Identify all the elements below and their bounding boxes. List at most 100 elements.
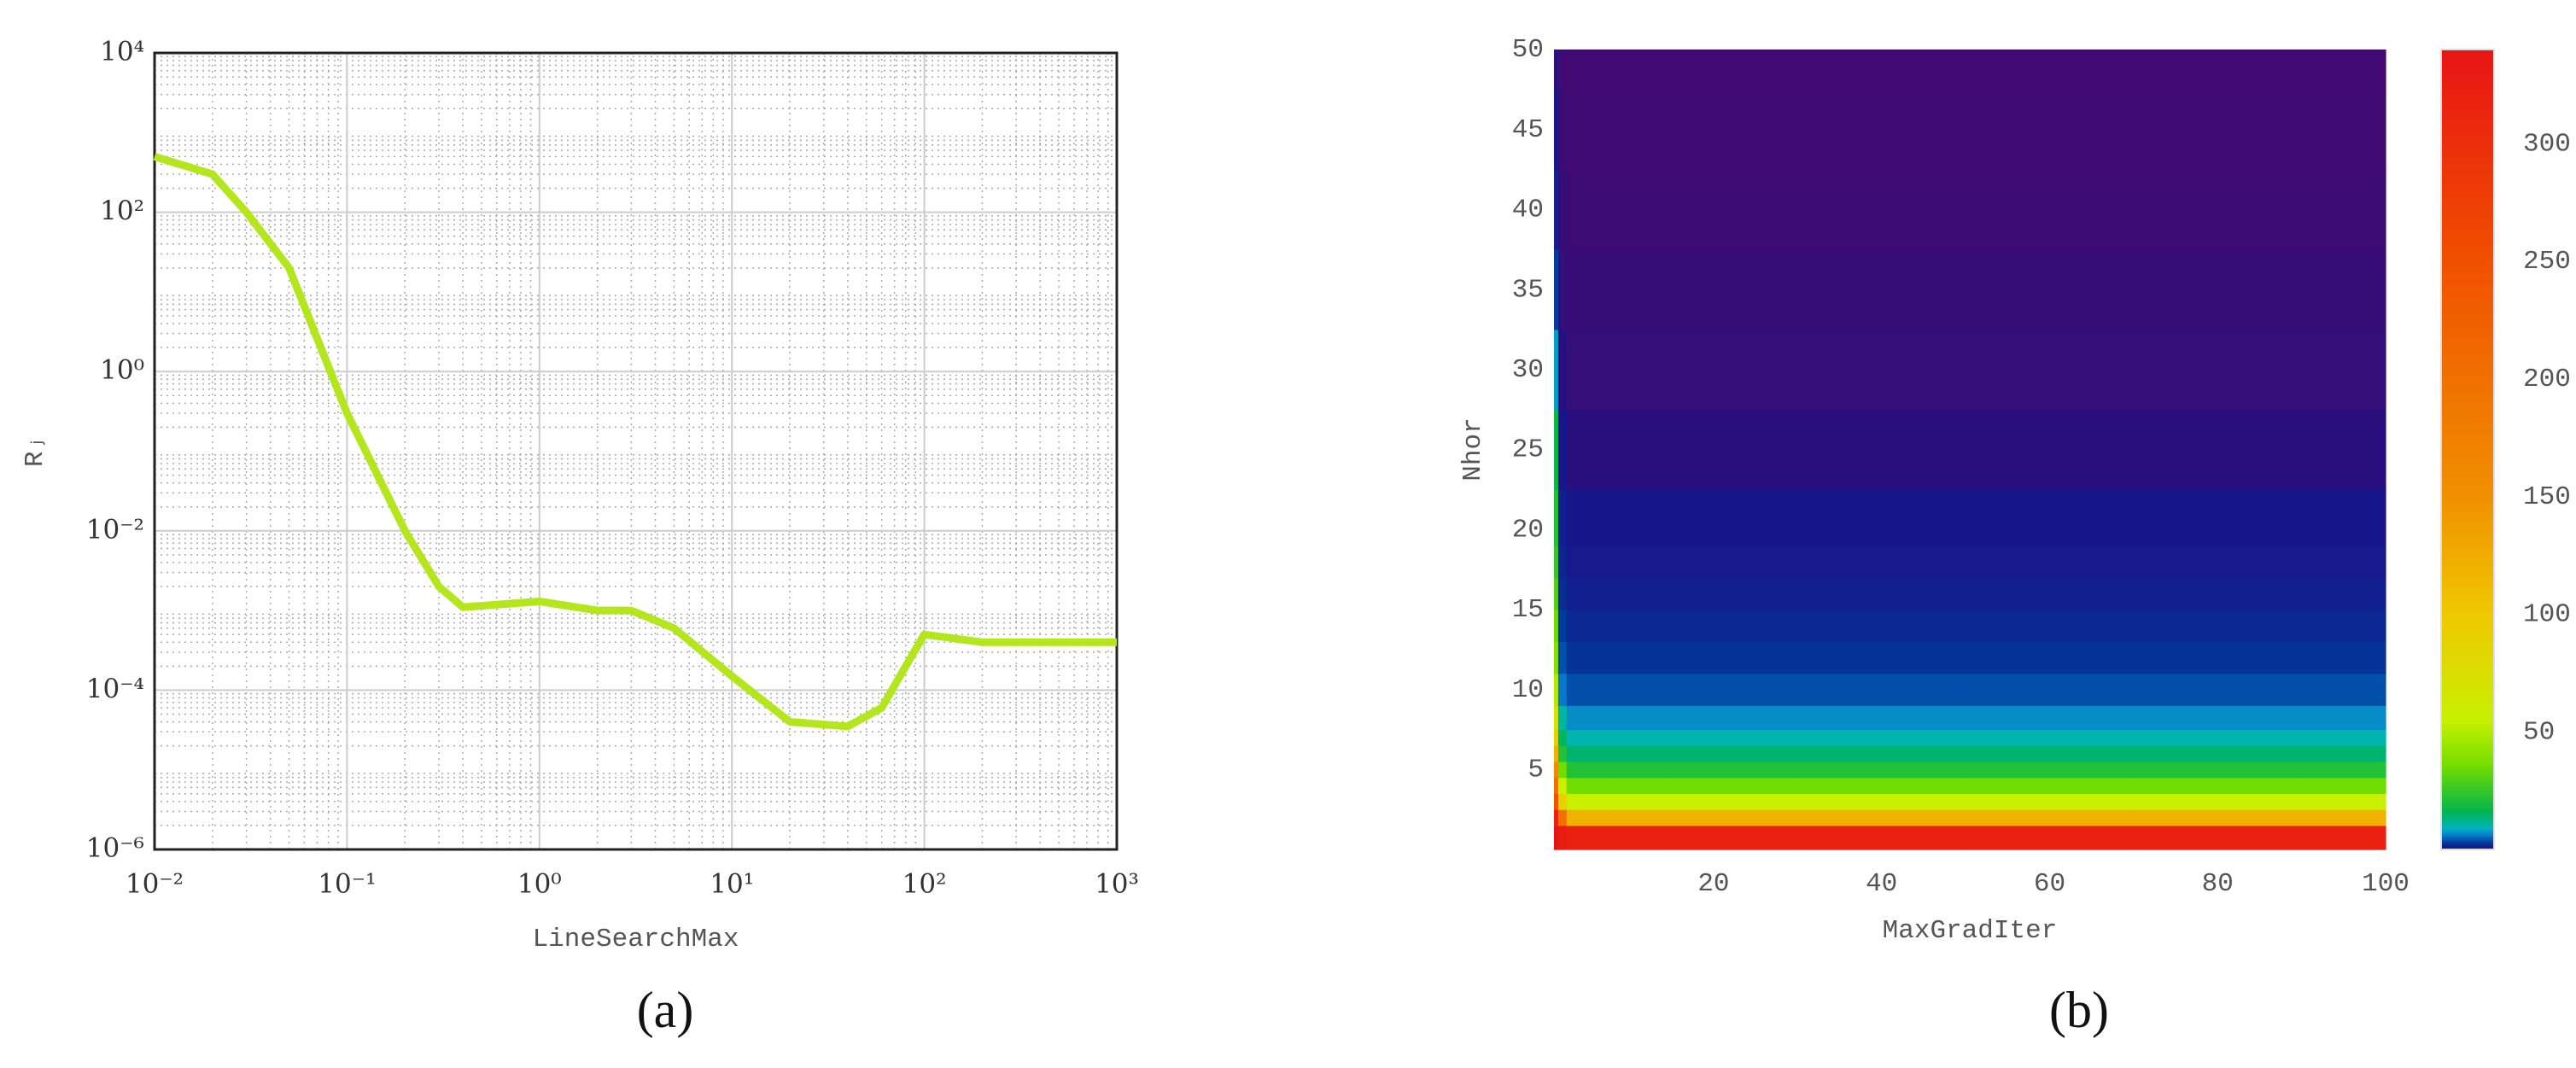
heat-cell — [1554, 577, 1559, 610]
heat-cell — [1797, 641, 1966, 674]
heat-cell — [1797, 89, 1966, 171]
colorbar-segment — [2441, 720, 2494, 768]
heat-cell — [2133, 761, 2303, 779]
y-tick-label: 10⁴ — [100, 37, 144, 67]
heat-cell — [1554, 609, 1559, 642]
heat-cell — [1566, 809, 1580, 826]
y-tick-label: 10 — [1512, 675, 1544, 705]
heat-cell — [1797, 705, 1966, 731]
heat-cell — [1966, 673, 2135, 706]
heat-cell — [1554, 169, 1559, 250]
heat-cell — [2133, 825, 2303, 850]
heat-cell — [1966, 825, 2135, 850]
heat-cell — [2133, 249, 2303, 330]
heat-cell — [1579, 745, 1609, 762]
heat-cell — [1579, 577, 1609, 610]
heat-cell — [1671, 169, 1798, 250]
heat-cell — [1554, 729, 1559, 746]
heat-cell — [1671, 809, 1798, 826]
heat-cell — [1608, 777, 1673, 795]
y-tick-label: 10⁻² — [86, 514, 144, 545]
heat-cell — [2301, 673, 2386, 706]
heat-cell — [1671, 777, 1798, 795]
heat-cell — [2133, 89, 2303, 171]
heat-cell — [1554, 745, 1559, 762]
heat-cell — [1797, 809, 1966, 826]
heat-cell — [1797, 793, 1966, 810]
heat-cell — [1557, 809, 1568, 826]
heat-cell — [1671, 825, 1798, 850]
heat-cell — [2301, 641, 2386, 674]
heat-cell — [2133, 793, 2303, 810]
heat-cell — [1797, 577, 1966, 610]
heat-cell — [2133, 50, 2303, 90]
heat-cell — [2133, 489, 2303, 546]
x-axis-label: MaxGradIter — [1883, 916, 2058, 946]
heat-cell — [2301, 89, 2386, 171]
colorbar-segment — [2441, 261, 2494, 498]
heat-cell — [1797, 169, 1966, 250]
heat-cell — [1557, 729, 1568, 746]
heat-cell — [2133, 673, 2303, 706]
colorbar-segment — [2441, 614, 2494, 721]
heat-cell — [2301, 729, 2386, 746]
heat-cell — [1608, 249, 1673, 330]
heat-cell — [1966, 777, 2135, 795]
heat-cell — [1557, 89, 1568, 171]
heat-cell — [1566, 825, 1580, 850]
colorbar-segment — [2441, 496, 2494, 616]
heat-cell — [1557, 705, 1568, 731]
x-axis-label: LineSearchMax — [533, 925, 739, 954]
heat-cell — [1566, 609, 1580, 642]
heat-cell — [1557, 577, 1568, 610]
heat-cell — [1554, 825, 1559, 850]
heat-cell — [1554, 641, 1559, 674]
x-tick-label: 10⁻¹ — [318, 869, 376, 900]
heat-cell — [1608, 641, 1673, 674]
heat-cell — [1579, 169, 1609, 250]
heat-cell — [1797, 609, 1966, 642]
heat-cell — [1566, 729, 1580, 746]
colorbar-segment — [2441, 50, 2494, 262]
y-tick-label: 35 — [1512, 275, 1544, 305]
heat-cell — [1557, 249, 1568, 330]
heat-cell — [1566, 249, 1580, 330]
heat-cell — [1966, 577, 2135, 610]
heat-cell — [2133, 545, 2303, 579]
heat-cell — [2301, 169, 2386, 250]
heat-cell — [1671, 705, 1798, 731]
heat-cell — [1671, 89, 1798, 171]
heat-cell — [1554, 545, 1559, 579]
heat-cell — [1966, 89, 2135, 171]
heat-cell — [1608, 673, 1673, 706]
heat-cell — [1579, 729, 1609, 746]
heat-cell — [1797, 50, 1966, 90]
y-tick-label: 10⁰ — [100, 355, 144, 386]
heat-cell — [1671, 329, 1798, 411]
heat-cell — [1579, 673, 1609, 706]
heat-cell — [1966, 705, 2135, 731]
heat-cell — [1579, 609, 1609, 642]
heat-cell — [1554, 673, 1559, 706]
heat-cell — [1671, 545, 1798, 579]
heat-cell — [2133, 609, 2303, 642]
heat-cell — [1966, 169, 2135, 250]
heat-cell — [2133, 705, 2303, 731]
y-tick-label: 40 — [1512, 196, 1544, 225]
heat-cell — [1797, 545, 1966, 579]
heat-cell — [1966, 641, 2135, 674]
heat-cell — [1557, 609, 1568, 642]
heat-cell — [1566, 545, 1580, 579]
heat-cell — [1671, 489, 1798, 546]
y-tick-label: 20 — [1512, 515, 1544, 545]
y-tick-label: 25 — [1512, 435, 1544, 465]
heat-cell — [1566, 169, 1580, 250]
heat-cell — [1554, 249, 1559, 330]
heat-cell — [1566, 577, 1580, 610]
heat-cell — [1608, 761, 1673, 779]
heat-cell — [1797, 777, 1966, 795]
heat-cell — [1579, 329, 1609, 411]
heat-cell — [1671, 609, 1798, 642]
heat-cell — [1608, 577, 1673, 610]
